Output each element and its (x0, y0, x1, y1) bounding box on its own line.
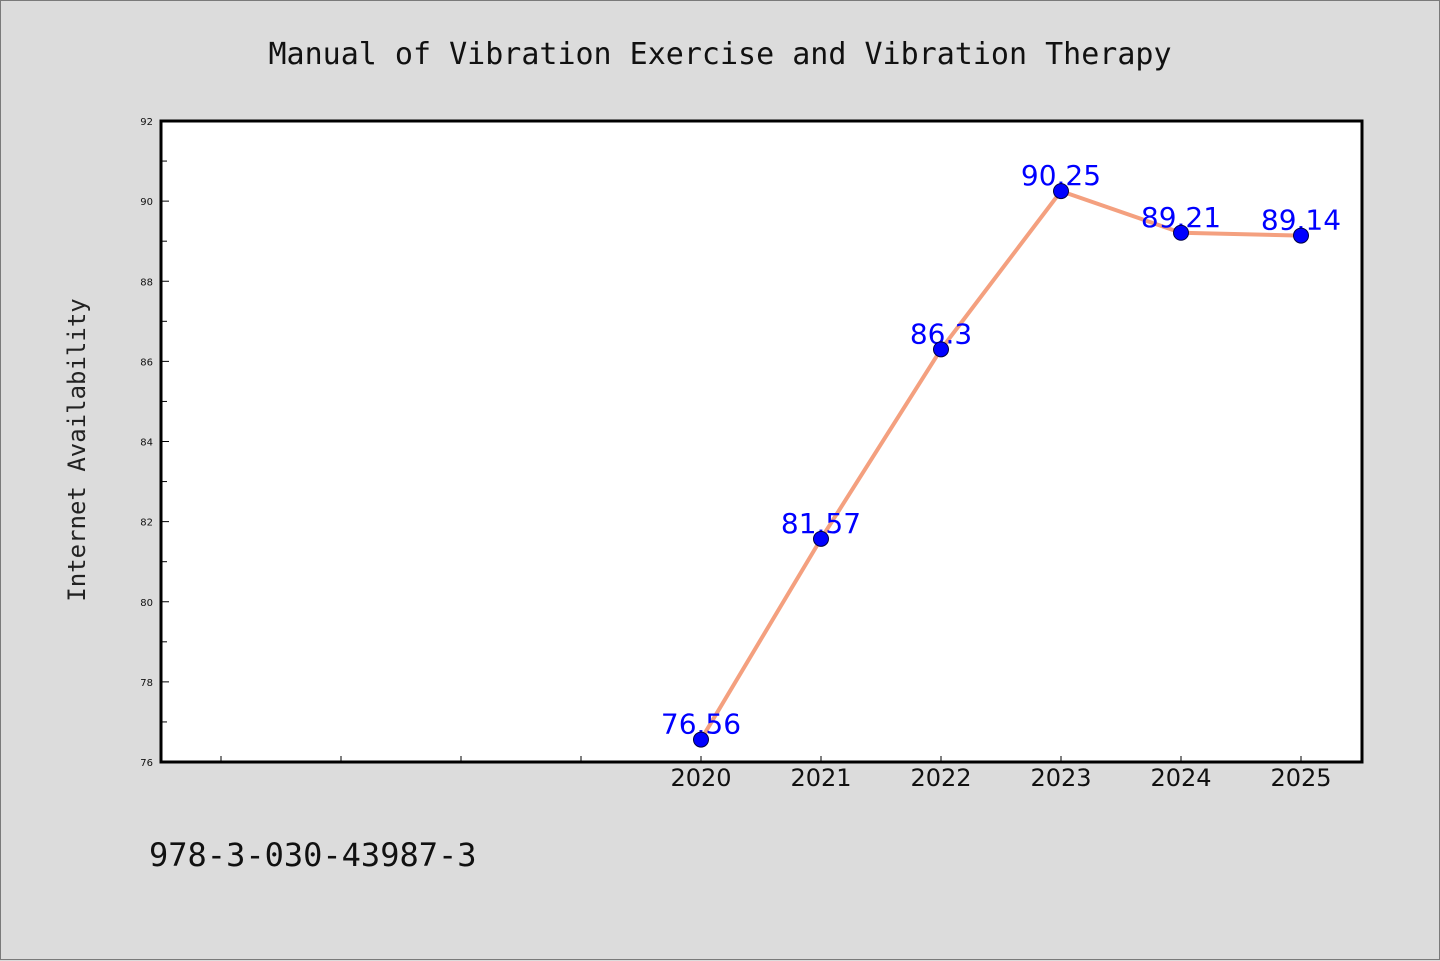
y-tick-label: 76 (140, 758, 153, 769)
x-tick-label: 2022 (910, 764, 971, 792)
y-tick-label: 86 (140, 357, 153, 368)
data-point (933, 341, 949, 358)
y-tick-label: 92 (140, 117, 153, 128)
y-tick-label: 90 (140, 197, 153, 208)
x-axis: 2020 2021 2022 2023 2024 2025 (220, 756, 1332, 792)
x-tick-label: 2023 (1030, 764, 1091, 792)
data-point (693, 731, 709, 748)
x-tick-label: 2025 (1270, 764, 1331, 792)
data-point (1173, 224, 1189, 241)
y-axis-label: Internet Availability (63, 298, 91, 601)
x-tick-label: 2020 (670, 764, 731, 792)
data-point (813, 530, 829, 547)
chart-title: Manual of Vibration Exercise and Vibrati… (268, 37, 1171, 72)
y-tick-label: 78 (140, 678, 153, 689)
y-tick-label: 80 (140, 598, 153, 609)
data-point (1293, 227, 1309, 244)
y-tick-label: 82 (140, 518, 153, 529)
x-tick-label: 2021 (790, 764, 851, 792)
y-tick-label: 84 (140, 438, 153, 449)
data-point (1053, 183, 1069, 200)
series-line (699, 189, 1302, 741)
y-axis: 76 78 80 82 84 86 88 90 92 (140, 117, 169, 769)
y-tick-label: 88 (140, 277, 153, 288)
isbn-footer: 978-3-030-43987-3 (149, 836, 477, 874)
x-tick-label: 2024 (1150, 764, 1211, 792)
